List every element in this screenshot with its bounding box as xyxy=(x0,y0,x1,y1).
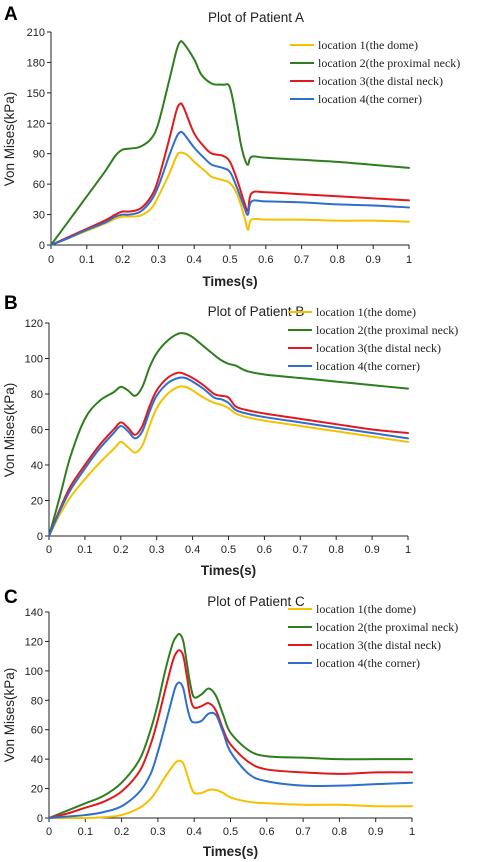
y-tick-label: 0 xyxy=(39,240,45,252)
series-line-location-3 xyxy=(50,102,410,246)
x-tick-label: 0.5 xyxy=(222,254,237,266)
chart-panel-b: B Plot of Patient B 0 20 40 60 80 100 120 0 0.1 0.2… xyxy=(2,293,458,578)
x-tick-label: 1 xyxy=(406,254,412,266)
series-line-location-4 xyxy=(50,130,410,246)
chart-title: Plot of Patient B xyxy=(208,304,305,319)
panel-letter: B xyxy=(4,293,18,314)
y-tick-label: 140 xyxy=(25,607,43,619)
x-tick-label: 1 xyxy=(409,826,415,838)
series-line-location-2 xyxy=(50,40,410,246)
x-tick-label: 0.5 xyxy=(221,544,236,556)
x-tick-label: 0.7 xyxy=(295,826,310,838)
y-axis-label: Von Mises(kPa) xyxy=(2,383,17,478)
x-tick-label: 0.2 xyxy=(115,254,130,266)
x-tick-label: 0.6 xyxy=(257,544,272,556)
x-tick-label: 1 xyxy=(405,544,411,556)
x-tick-label: 0.9 xyxy=(368,826,383,838)
legend-label-location-1: location 1(the dome) xyxy=(316,305,416,319)
x-tick-label: 0.4 xyxy=(185,544,200,556)
legend: location 1(the dome) location 2(the proxi… xyxy=(288,602,458,670)
legend-label-location-2: location 2(the proximal neck) xyxy=(316,323,458,337)
x-tick-label: 0.2 xyxy=(113,544,128,556)
y-tick-label: 40 xyxy=(31,460,43,472)
series-line-location-3 xyxy=(48,649,413,819)
y-tick-label: 30 xyxy=(33,210,45,222)
y-tick-label: 100 xyxy=(25,666,43,678)
x-tick-label: 0.2 xyxy=(114,826,129,838)
x-tick-label: 0 xyxy=(46,826,52,838)
x-axis-label: Times(s) xyxy=(202,274,257,289)
y-axis-label: Von Mises(kPa) xyxy=(2,92,17,187)
y-tick-label: 0 xyxy=(37,813,43,825)
y-tick-label: 180 xyxy=(27,57,45,69)
x-tick-label: 0.6 xyxy=(258,254,273,266)
x-tick-label: 0.8 xyxy=(329,544,344,556)
legend-label-location-4: location 4(the corner) xyxy=(318,92,422,106)
x-tick-label: 0.3 xyxy=(150,826,165,838)
x-axis-label: Times(s) xyxy=(203,844,258,859)
legend-label-location-4: location 4(the corner) xyxy=(316,656,420,670)
x-tick-label: 0.8 xyxy=(330,254,345,266)
x-tick-label: 0.7 xyxy=(294,254,309,266)
series-line-location-1 xyxy=(48,385,409,537)
legend-label-location-4: location 4(the corner) xyxy=(316,359,420,373)
legend: location 1(the dome) location 2(the proxi… xyxy=(288,305,458,373)
series-line-location-4 xyxy=(48,376,409,537)
y-axis-label: Von Mises(kPa) xyxy=(2,668,17,763)
legend-label-location-1: location 1(the dome) xyxy=(318,38,418,52)
x-tick-label: 0.3 xyxy=(151,254,166,266)
series-line-location-1 xyxy=(50,151,410,246)
y-tick-label: 90 xyxy=(33,149,45,161)
x-tick-label: 0.1 xyxy=(78,826,93,838)
y-tick-label: 120 xyxy=(25,318,43,330)
x-axis-label: Times(s) xyxy=(201,563,256,578)
y-tick-label: 150 xyxy=(27,88,45,100)
y-tick-label: 120 xyxy=(25,636,43,648)
y-tick-label: 0 xyxy=(37,531,43,543)
series-line-location-1 xyxy=(48,759,413,820)
y-tick-label: 100 xyxy=(25,354,43,366)
legend: location 1(the dome) location 2(the proxi… xyxy=(290,38,460,106)
x-tick-label: 0 xyxy=(46,544,52,556)
legend-label-location-2: location 2(the proximal neck) xyxy=(318,56,460,70)
x-tick-label: 0.9 xyxy=(364,544,379,556)
x-tick-label: 0.5 xyxy=(223,826,238,838)
series-line-location-4 xyxy=(48,681,413,819)
x-tick-label: 0.9 xyxy=(366,254,381,266)
series-line-location-2 xyxy=(48,331,409,537)
y-tick-label: 40 xyxy=(31,754,43,766)
series-line-location-2 xyxy=(48,632,413,819)
y-tick-label: 60 xyxy=(31,725,43,737)
x-tick-label: 0 xyxy=(48,254,54,266)
x-tick-label: 0.3 xyxy=(149,544,164,556)
x-tick-label: 0.4 xyxy=(187,826,202,838)
y-tick-label: 20 xyxy=(31,784,43,796)
y-tick-label: 60 xyxy=(31,425,43,437)
legend-label-location-3: location 3(the distal neck) xyxy=(316,341,441,355)
legend-label-location-1: location 1(the dome) xyxy=(316,602,416,616)
series-line-location-3 xyxy=(48,371,409,537)
x-tick-label: 0.4 xyxy=(187,254,202,266)
legend-label-location-2: location 2(the proximal neck) xyxy=(316,620,458,634)
x-tick-label: 0.7 xyxy=(293,544,308,556)
y-tick-label: 20 xyxy=(31,496,43,508)
legend-label-location-3: location 3(the distal neck) xyxy=(316,638,441,652)
y-tick-label: 210 xyxy=(27,27,45,39)
x-tick-label: 0.8 xyxy=(332,826,347,838)
chart-title: Plot of Patient C xyxy=(207,594,305,609)
y-tick-label: 80 xyxy=(31,695,43,707)
y-tick-label: 120 xyxy=(27,118,45,130)
x-tick-label: 0.1 xyxy=(77,544,92,556)
x-tick-label: 0.1 xyxy=(79,254,94,266)
chart-panel-a: A Plot of Patient A 0 30 60 90 120 150 180 210 0 0.… xyxy=(2,4,460,289)
chart-panel-c: C Plot of Patient C 0 20 40 60 80 100 120 140 0 0.1… xyxy=(2,587,458,859)
y-tick-label: 60 xyxy=(33,179,45,191)
chart-title: Plot of Patient A xyxy=(208,10,304,25)
panel-letter: A xyxy=(4,4,18,25)
y-tick-label: 80 xyxy=(31,389,43,401)
legend-label-location-3: location 3(the distal neck) xyxy=(318,74,443,88)
panel-letter: C xyxy=(4,587,18,608)
x-tick-label: 0.6 xyxy=(259,826,274,838)
